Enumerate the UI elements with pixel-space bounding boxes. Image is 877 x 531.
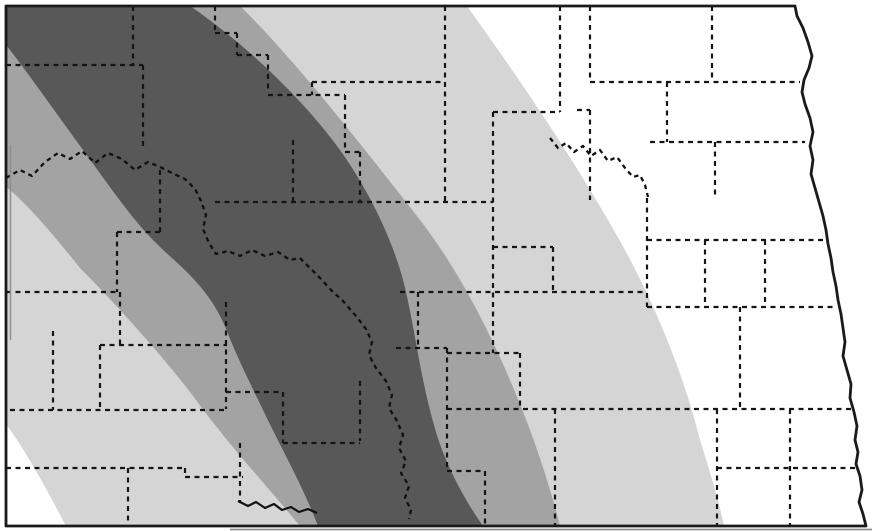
missouri-river-dashed-line bbox=[6, 149, 413, 520]
shade-bands bbox=[6, 6, 724, 526]
shade-band-dark bbox=[6, 6, 483, 526]
south-river-solid-line bbox=[237, 500, 318, 515]
river-boundaries bbox=[6, 137, 650, 520]
state-border-outline bbox=[4, 4, 868, 528]
county-boundaries bbox=[6, 6, 865, 526]
